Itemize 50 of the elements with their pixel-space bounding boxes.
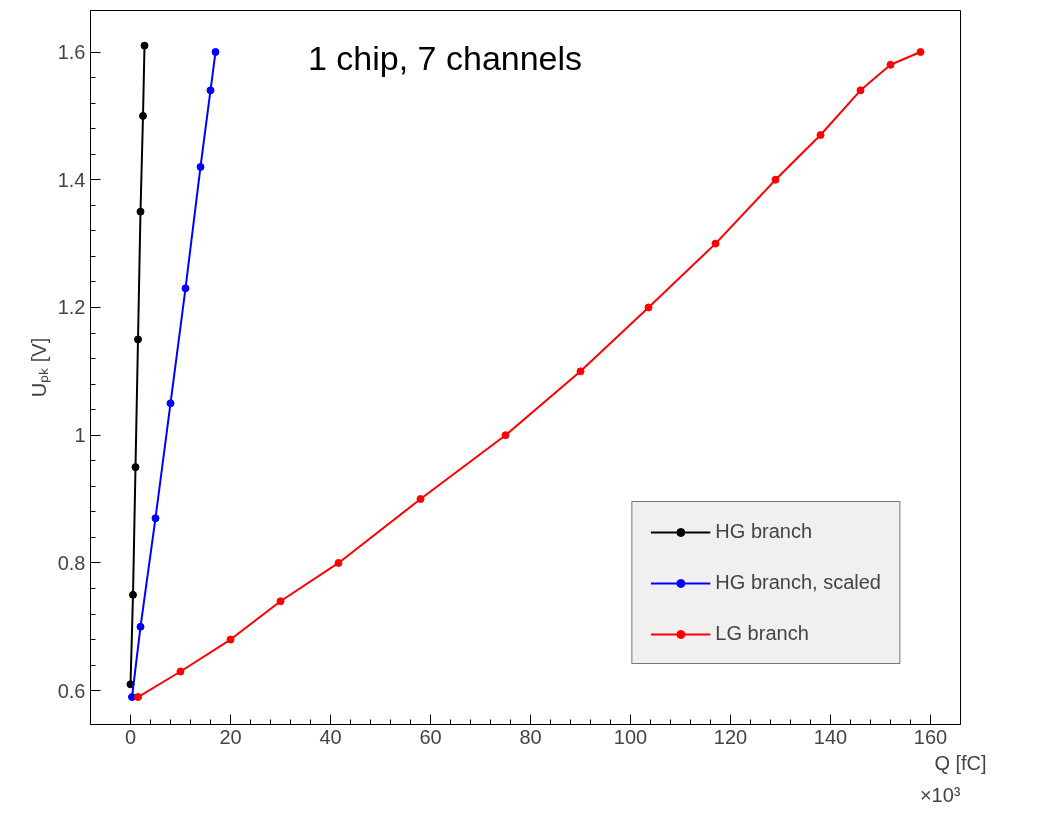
point	[166, 399, 175, 408]
point	[711, 239, 720, 248]
text: ×10³	[919, 783, 961, 806]
point	[140, 41, 149, 50]
point	[196, 162, 205, 171]
point	[206, 86, 215, 95]
y-tick-label: 1	[74, 424, 86, 447]
x-tick-label: 80	[519, 725, 542, 748]
point	[131, 463, 140, 472]
point	[501, 431, 510, 440]
point	[226, 635, 235, 644]
x-tick-label: 140	[813, 725, 848, 748]
point	[644, 303, 653, 312]
annotation: 1 chip, 7 channels	[308, 39, 583, 78]
x-tick-label: 40	[319, 725, 342, 748]
point	[129, 590, 137, 599]
x-tick-label: 120	[713, 725, 748, 748]
point	[916, 48, 925, 56]
point	[134, 335, 142, 344]
y-tick-label: 1.6	[57, 41, 86, 64]
point	[136, 622, 145, 631]
x-tick-label: 20	[219, 725, 242, 748]
y-tick-label: 0.8	[57, 551, 86, 574]
point	[176, 667, 185, 676]
point	[416, 495, 425, 504]
legend-label: HG branch	[715, 520, 813, 543]
point	[136, 207, 145, 216]
point	[334, 558, 343, 567]
point	[276, 597, 285, 606]
point	[856, 86, 865, 95]
y-tick-label: 1.2	[57, 296, 86, 319]
y-axis-title: Uₚₖ [V]	[27, 337, 51, 398]
point	[139, 111, 147, 120]
y-tick-label: 1.4	[57, 168, 86, 191]
x-axis-title: Q [fC]	[934, 751, 987, 774]
point	[211, 48, 220, 56]
y-tick-label: 0.6	[57, 679, 86, 702]
legend-label: HG branch, scaled	[715, 571, 881, 594]
point	[134, 693, 142, 702]
point	[771, 175, 780, 184]
point	[151, 514, 160, 523]
x-tick-label: 60	[419, 725, 442, 748]
x-tick-label: 160	[913, 725, 948, 748]
point	[816, 131, 825, 140]
point	[576, 367, 585, 376]
legend-label: LG branch	[715, 622, 809, 645]
x-tick-label: 0	[124, 725, 137, 748]
point	[181, 284, 190, 293]
x-tick-label: 100	[613, 725, 648, 748]
point	[886, 60, 895, 69]
